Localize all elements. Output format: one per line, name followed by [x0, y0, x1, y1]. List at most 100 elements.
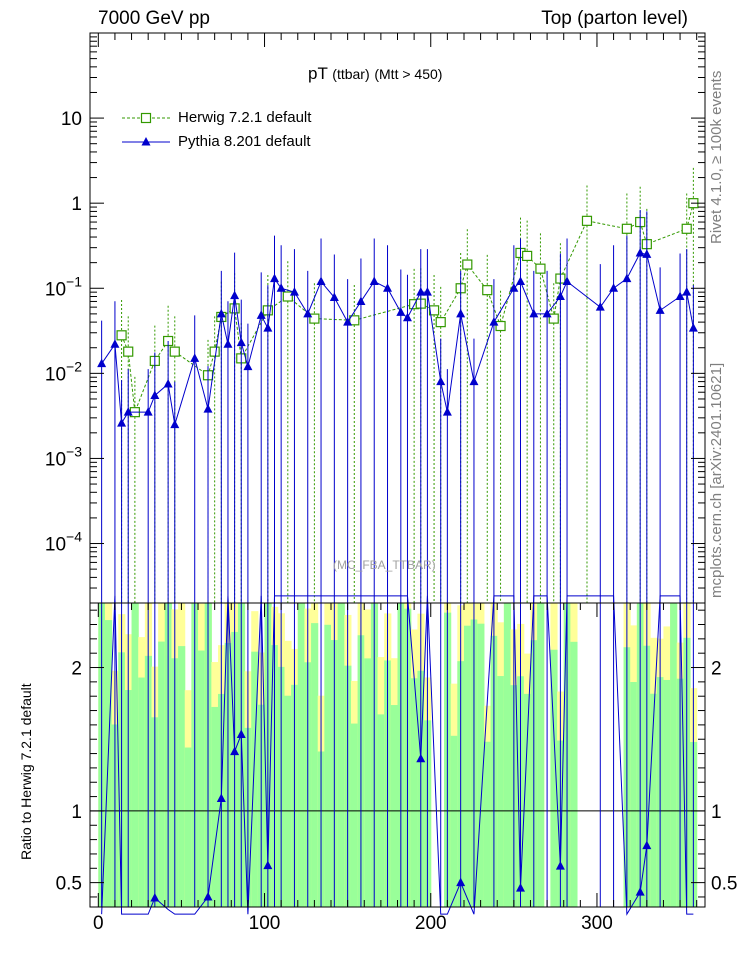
band-inner-bin [184, 747, 192, 907]
pythia-marker [688, 323, 698, 332]
herwig-marker [681, 223, 692, 234]
pythia-marker [263, 323, 273, 332]
band-inner-bin [311, 623, 319, 907]
pythia-marker [216, 308, 226, 318]
ratio-pythia-marker [203, 891, 213, 901]
band-inner-bin [410, 678, 418, 907]
pythia-marker [622, 273, 632, 283]
tick-exponent: −4 [66, 529, 82, 545]
pythia-marker [369, 276, 379, 286]
band-inner-bin [503, 603, 512, 907]
herwig-marker [535, 263, 546, 274]
ratio-pythia-marker [416, 753, 426, 763]
pythia-marker [682, 287, 692, 296]
pythia-marker [203, 404, 213, 413]
pythia-marker [289, 287, 299, 296]
ratio-pythia-marker [642, 840, 652, 850]
pythia-marker [223, 339, 233, 348]
band-inner-bin [670, 603, 678, 907]
herwig-marker [548, 313, 559, 324]
herwig-marker [428, 305, 440, 316]
ratio-pythia-marker [150, 892, 160, 902]
band-inner-bin [497, 676, 505, 907]
band-inner-bin [523, 693, 531, 907]
ratio-axis-label: Ratio to Herwig 7.2.1 default [18, 683, 34, 860]
main-y-tick-label: 10−4 [45, 529, 82, 556]
band-inner-bin [337, 603, 345, 907]
band-inner-bin [450, 735, 458, 907]
herwig-marker [123, 346, 134, 357]
pythia-marker [396, 307, 406, 316]
pythia-marker [163, 378, 173, 388]
herwig-marker [495, 320, 506, 332]
band-inner-bin [537, 603, 545, 907]
band-inner-bin [131, 603, 139, 907]
mcplots-credit-label: mcplots.cern.ch [arXiv:2401.10621] [708, 362, 725, 598]
tick-exponent: −3 [66, 443, 82, 459]
pythia-marker [143, 407, 153, 416]
band-inner-bin [324, 624, 332, 907]
ratio-y-tick-label-right: 2 [711, 659, 722, 680]
pythia-marker [562, 276, 572, 286]
main-y-tick-label: 10−1 [45, 273, 82, 300]
pythia-marker [595, 302, 605, 311]
pythia-marker [356, 296, 366, 305]
pythia-marker [236, 337, 246, 347]
pythia-marker [436, 376, 446, 386]
band-inner-bin [178, 646, 186, 907]
pythia-marker [489, 317, 499, 326]
ratio-pythia-marker [236, 729, 246, 738]
band-inner-bin [158, 641, 166, 907]
legend-herwig-marker [140, 112, 152, 124]
pythia-marker [190, 353, 200, 362]
pythia-marker [402, 312, 412, 322]
herwig-marker [116, 330, 127, 341]
pythia-marker [422, 287, 432, 296]
ratio-pythia-series [101, 595, 694, 916]
band-inner-bin [463, 625, 472, 907]
pythia-marker [97, 358, 107, 368]
x-tick-label: 100 [249, 913, 281, 934]
band-inner-bin [104, 620, 113, 907]
ratio-pythia-marker [456, 877, 466, 887]
pythia-marker [516, 276, 525, 286]
x-tick-label: 0 [93, 913, 104, 934]
ratio-y-tick-label-left: 1 [71, 802, 82, 823]
ratio-pythia-marker [230, 746, 240, 756]
band-inner-bin [550, 649, 558, 907]
x-tick-label: 200 [415, 913, 447, 934]
ratio-y-tick-label-left: 2 [71, 659, 82, 680]
pythia-marker [230, 290, 240, 300]
band-inner-bin [198, 650, 206, 907]
ratio-pythia-marker [635, 887, 645, 896]
herwig-marker [309, 313, 320, 324]
pythia-marker [329, 292, 339, 301]
main-y-tick-label: 10−3 [45, 443, 82, 470]
band-inner-bin [650, 693, 658, 907]
tick-base: 1 [71, 194, 82, 215]
x-tick-label: 300 [581, 913, 613, 934]
pythia-marker [270, 273, 279, 283]
herwig-marker [282, 291, 293, 302]
plot-title-cut: (Mtt > 450) [374, 66, 443, 82]
band-inner-bin [138, 677, 146, 907]
herwig-marker [209, 346, 220, 357]
pythia-marker [675, 291, 685, 301]
tick-base: 10 [45, 449, 66, 470]
pythia-marker [316, 276, 326, 286]
pythia-marker [542, 308, 552, 318]
herwig-marker [522, 250, 533, 262]
tick-base: 10 [45, 364, 66, 385]
process-label: Top (parton level) [541, 8, 688, 29]
pythia-series [97, 209, 698, 603]
pythia-marker [117, 418, 127, 427]
pythia-marker [110, 339, 120, 348]
pythia-marker [635, 247, 645, 257]
pythia-marker [276, 283, 286, 292]
band-inner-bin [570, 641, 578, 907]
analysis-watermark: (MC_FBA_TTBAR) [333, 558, 436, 572]
tick-base: 10 [45, 535, 66, 556]
ratio-y-tick-label-right: 1 [711, 802, 722, 823]
